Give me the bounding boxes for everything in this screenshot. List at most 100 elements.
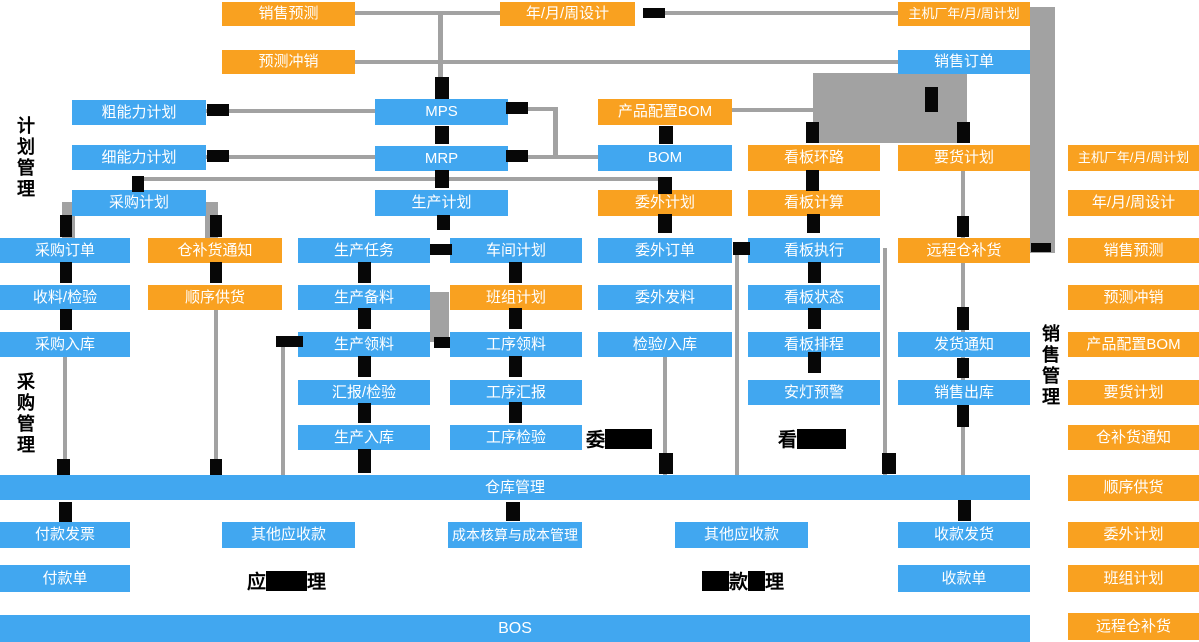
module-box: 付款单 xyxy=(0,565,130,592)
junction-node xyxy=(60,215,72,237)
module-box: MRP xyxy=(375,146,508,171)
junction-node xyxy=(509,356,522,377)
connector-line xyxy=(528,107,558,111)
junction-node xyxy=(506,502,520,521)
connector-line xyxy=(663,357,667,475)
module-box: 细能力计划 xyxy=(72,145,206,170)
junction-node xyxy=(925,87,938,112)
connector-line xyxy=(813,73,967,143)
redaction-bar xyxy=(748,570,766,591)
junction-node xyxy=(659,126,673,144)
junction-node xyxy=(509,308,522,329)
junction-node xyxy=(957,122,970,143)
module-box: 销售订单 xyxy=(898,50,1030,74)
module-box: 收款发货 xyxy=(898,522,1030,548)
module-box: 主机厂年/月/周计划 xyxy=(1068,145,1199,171)
module-box: 销售预测 xyxy=(222,2,355,26)
redacted-section-label: 委 xyxy=(586,428,653,451)
connector-line xyxy=(732,108,815,112)
connector-line xyxy=(206,109,375,113)
junction-node xyxy=(1031,243,1051,252)
junction-node xyxy=(658,214,672,233)
redacted-label-text: 款 xyxy=(729,572,749,593)
connector-line xyxy=(735,248,739,475)
connector-line xyxy=(136,177,666,181)
module-box: 生产计划 xyxy=(375,190,508,216)
connector-line xyxy=(355,11,500,15)
redaction-bar xyxy=(266,570,308,591)
connector-line xyxy=(355,60,898,64)
redacted-label-text: 理 xyxy=(307,572,327,593)
module-box: BOS xyxy=(0,615,1030,642)
connector-line xyxy=(214,310,218,475)
module-box: 看板排程 xyxy=(748,332,880,357)
module-box: 仓库管理 xyxy=(0,475,1030,500)
module-box: 委外计划 xyxy=(1068,522,1199,548)
junction-node xyxy=(506,102,528,114)
section-label: 销售管理 xyxy=(1040,324,1060,408)
module-box: 顺序供货 xyxy=(1068,475,1199,501)
junction-node xyxy=(808,308,821,329)
junction-node xyxy=(358,403,371,423)
module-box: 仓补货通知 xyxy=(1068,425,1199,450)
junction-node xyxy=(358,356,371,377)
connector-line xyxy=(961,170,965,238)
section-label: 计划管理 xyxy=(15,116,35,200)
junction-node xyxy=(957,358,969,378)
module-box: 看板环路 xyxy=(748,145,880,171)
junction-node xyxy=(435,170,449,188)
module-box: 看板执行 xyxy=(748,238,880,263)
junction-node xyxy=(434,337,450,348)
module-box: 粗能力计划 xyxy=(72,100,206,125)
module-box: 成本核算与成本管理 xyxy=(448,522,582,548)
junction-node xyxy=(210,215,222,237)
module-box: 收料/检验 xyxy=(0,285,130,310)
module-box: 收款单 xyxy=(898,565,1030,592)
junction-node xyxy=(59,502,72,522)
module-box: 销售预测 xyxy=(1068,238,1199,263)
module-box: 工序领料 xyxy=(450,332,582,357)
junction-node xyxy=(430,244,452,255)
junction-node xyxy=(882,453,896,474)
module-box: 看板状态 xyxy=(748,285,880,310)
junction-node xyxy=(435,77,449,99)
connector-line xyxy=(660,11,900,15)
module-box: 采购计划 xyxy=(72,190,206,216)
module-box: 付款发票 xyxy=(0,522,130,548)
redacted-section-label: 款理 xyxy=(702,570,785,593)
junction-node xyxy=(733,242,750,255)
module-box: 发货通知 xyxy=(898,332,1030,357)
module-box: MPS xyxy=(375,99,508,125)
module-box: BOM xyxy=(598,145,732,171)
junction-node xyxy=(658,177,672,194)
module-box: 年/月/周设计 xyxy=(500,2,635,26)
redacted-section-label: 看 xyxy=(778,428,847,451)
junction-node xyxy=(806,122,819,143)
module-box: 产品配置BOM xyxy=(598,99,732,125)
module-box: 委外发料 xyxy=(598,285,732,310)
module-box: 汇报/检验 xyxy=(298,380,430,405)
junction-node xyxy=(806,170,819,191)
junction-node xyxy=(276,336,303,347)
connector-line xyxy=(883,248,887,475)
redaction-bar xyxy=(797,428,847,449)
junction-node xyxy=(435,126,449,144)
module-box: 销售出库 xyxy=(898,380,1030,405)
junction-node xyxy=(60,262,72,283)
module-box: 工序检验 xyxy=(450,425,582,450)
junction-node xyxy=(807,214,820,233)
module-box: 看板计算 xyxy=(748,190,880,216)
redacted-label-text: 看 xyxy=(778,430,798,451)
junction-node xyxy=(210,459,222,475)
connector-line xyxy=(438,11,443,101)
junction-node xyxy=(509,402,522,423)
module-box: 采购入库 xyxy=(0,332,130,357)
module-box: 预测冲销 xyxy=(1068,285,1199,310)
module-box: 远程仓补货 xyxy=(1068,613,1199,640)
module-box: 班组计划 xyxy=(450,285,582,310)
module-box: 生产入库 xyxy=(298,425,430,450)
connector-line xyxy=(63,357,67,475)
redacted-label-text: 理 xyxy=(765,572,785,593)
redacted-label-text: 应 xyxy=(247,572,267,593)
module-box: 车间计划 xyxy=(450,238,582,263)
